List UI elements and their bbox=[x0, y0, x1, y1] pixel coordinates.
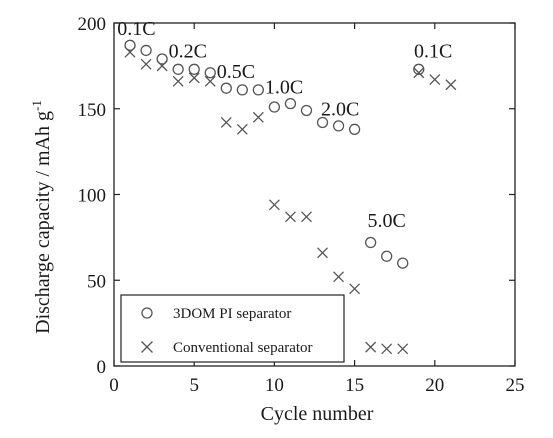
x-tick-label: 10 bbox=[265, 375, 284, 396]
x-tick-label: 15 bbox=[345, 375, 364, 396]
x-axis-ticks: 0 5 10 15 20 25 bbox=[109, 23, 525, 396]
data-point-3dom bbox=[252, 84, 265, 96]
data-point-conventional bbox=[188, 72, 200, 84]
data-point-conventional bbox=[301, 211, 312, 223]
rate-annotation: 0.1C bbox=[117, 18, 155, 40]
data-point-3dom bbox=[124, 39, 136, 51]
data-point-3dom bbox=[236, 84, 248, 96]
y-tick-label: 150 bbox=[78, 100, 107, 121]
x-tick-label: 20 bbox=[425, 375, 444, 396]
data-point-conventional bbox=[172, 75, 184, 87]
x-tick-label: 25 bbox=[506, 375, 525, 396]
y-axis-ticks: 0 50 100 150 200 bbox=[78, 14, 515, 378]
data-point-3dom bbox=[284, 97, 297, 110]
legend: 3DOM PI separator Conventional separator bbox=[120, 294, 345, 363]
data-point-conventional bbox=[236, 123, 248, 135]
data-point-3dom bbox=[332, 120, 345, 132]
rate-annotation: 0.2C bbox=[169, 40, 207, 62]
y-axis-label-superscript: -1 bbox=[29, 100, 44, 111]
data-point-conventional bbox=[317, 247, 328, 259]
data-point-conventional bbox=[252, 111, 264, 123]
data-point-conventional bbox=[284, 211, 296, 223]
data-point-3dom bbox=[397, 257, 409, 269]
data-point-conventional bbox=[413, 67, 425, 79]
data-point-3dom bbox=[220, 82, 232, 94]
data-point-conventional bbox=[365, 341, 377, 353]
rate-annotations: 0.1C 0.2C 0.5C 1.0C 2.0C 5.0C 0.1C bbox=[117, 18, 452, 232]
data-point-3dom bbox=[156, 53, 168, 65]
x-tick-label: 0 bbox=[109, 375, 119, 396]
rate-annotation: 2.0C bbox=[321, 99, 359, 121]
legend-label-conventional: Conventional separator bbox=[173, 340, 313, 356]
data-point-conventional bbox=[349, 283, 361, 295]
y-axis-label-main: Discharge capacity / mAh g bbox=[32, 111, 54, 334]
data-point-3dom bbox=[413, 63, 425, 75]
data-point-3dom bbox=[140, 44, 152, 57]
y-axis-label: Discharge capacity / mAh g-1 bbox=[29, 100, 54, 334]
legend-box bbox=[120, 294, 345, 363]
y-tick-label: 50 bbox=[87, 271, 106, 292]
y-tick-label: 100 bbox=[78, 186, 107, 207]
rate-annotation: 1.0C bbox=[265, 76, 303, 98]
data-point-conventional bbox=[220, 117, 232, 128]
data-points bbox=[124, 39, 457, 355]
rate-annotation: 0.1C bbox=[414, 40, 452, 62]
data-point-conventional bbox=[124, 46, 136, 58]
data-point-3dom bbox=[188, 63, 200, 75]
data-point-3dom bbox=[381, 250, 393, 262]
data-point-3dom bbox=[348, 123, 361, 135]
x-tick-label: 5 bbox=[189, 375, 199, 396]
data-point-3dom bbox=[300, 104, 313, 117]
data-point-conventional bbox=[156, 60, 168, 72]
data-point-3dom bbox=[172, 63, 184, 75]
data-point-conventional bbox=[204, 75, 216, 87]
data-point-conventional bbox=[381, 343, 393, 355]
data-point-3dom bbox=[316, 116, 329, 129]
data-point-3dom bbox=[268, 101, 281, 113]
legend-label-3dom: 3DOM PI separator bbox=[173, 306, 291, 322]
data-point-conventional bbox=[333, 271, 345, 283]
data-point-conventional bbox=[268, 199, 280, 211]
rate-annotation: 0.5C bbox=[217, 61, 255, 83]
data-point-3dom bbox=[364, 236, 377, 249]
rate-annotation: 5.0C bbox=[368, 210, 406, 232]
legend-marker-cross bbox=[141, 341, 153, 353]
data-point-conventional bbox=[140, 58, 152, 70]
y-tick-label: 200 bbox=[78, 14, 107, 35]
y-tick-label: 0 bbox=[97, 357, 107, 378]
data-point-conventional bbox=[429, 74, 441, 86]
x-axis-label: Cycle number bbox=[261, 403, 374, 425]
data-point-conventional bbox=[445, 79, 457, 91]
legend-marker-circle bbox=[141, 307, 153, 319]
data-point-3dom bbox=[204, 67, 216, 79]
data-point-conventional bbox=[397, 343, 409, 355]
